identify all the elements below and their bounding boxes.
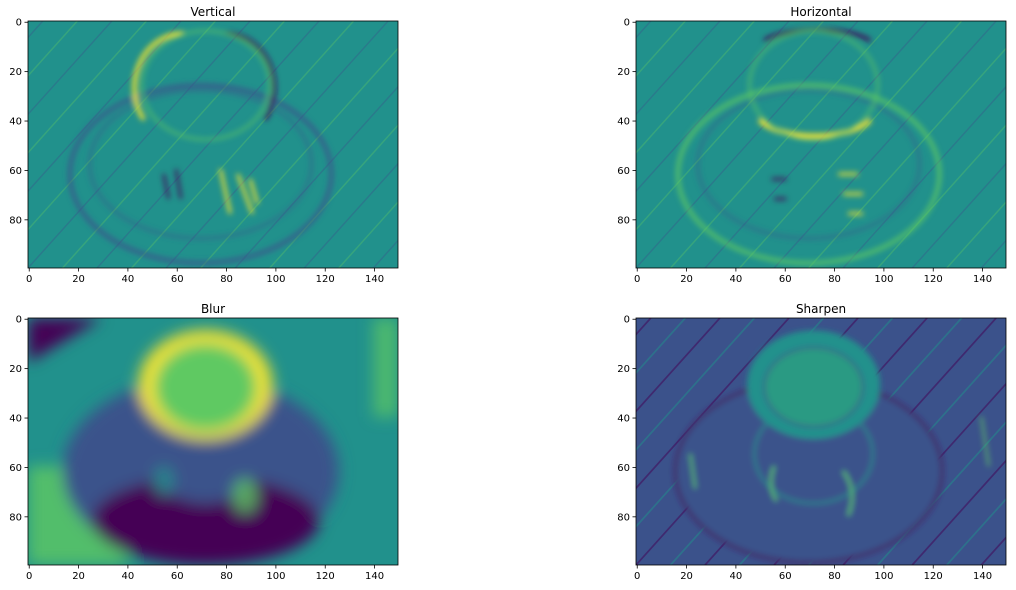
y-tick-label: 80: [617, 215, 630, 226]
x-tick-label: 0: [634, 571, 640, 582]
y-tick-label: 0: [624, 18, 630, 29]
panel-blur: Blur 0 20 40 60 80 100 120 140 0 20 40 60 80: [9, 302, 399, 582]
filtered-image: [636, 21, 1006, 268]
x-tick-label: 100: [266, 274, 285, 285]
axes-frame: [27, 317, 399, 566]
x-tick-label: 0: [634, 274, 640, 285]
axes-frame: [635, 317, 1007, 566]
cup-rim-edge-bright: [132, 31, 184, 121]
y-tick-label: 20: [9, 67, 22, 78]
x-tick-label: 80: [828, 571, 841, 582]
image-background: [28, 21, 398, 268]
x-tick-label: 140: [365, 571, 384, 582]
cup-interior: [153, 342, 258, 432]
x-tick-label: 40: [730, 571, 743, 582]
x-tick-label: 20: [680, 571, 693, 582]
x-tick-label: 120: [924, 571, 943, 582]
x-tick-label: 120: [924, 274, 943, 285]
handle-edge: [838, 172, 863, 216]
x-tick-label: 20: [680, 274, 693, 285]
panel-sharpen: Sharpen 0 20 40 60 80 100 120 140 0 20 40 60 80: [617, 302, 1007, 582]
y-tick-label: 40: [617, 117, 630, 128]
filtered-image: [28, 21, 398, 268]
y-tick-label: 40: [9, 117, 22, 128]
x-tick-label: 40: [122, 571, 135, 582]
x-tick-label: 140: [365, 274, 384, 285]
y-tick-label: 80: [9, 512, 22, 523]
x-tick-label: 40: [730, 274, 743, 285]
x-tick-label: 60: [779, 571, 792, 582]
y-tick-label: 20: [9, 364, 22, 375]
y-tick-label: 60: [617, 166, 630, 177]
wood-grain-texture: [636, 21, 1006, 268]
x-tick-label: 60: [171, 571, 184, 582]
x-tick-label: 120: [316, 571, 335, 582]
y-tick-label: 80: [9, 215, 22, 226]
panel-horizontal: Horizontal 0 20 40 60 80 100 120 140 0 20 40 60 80: [617, 5, 1007, 285]
y-tick-label: 0: [16, 315, 22, 326]
y-tick-label: 60: [617, 463, 630, 474]
cup-rim-edge-bright: [757, 118, 872, 139]
cup-rim-edge-dark: [763, 28, 872, 43]
y-tick-label: 20: [617, 67, 630, 78]
panel-title: Sharpen: [796, 302, 846, 316]
cup-interior: [763, 346, 864, 428]
cup-rim-edge-dark: [225, 31, 277, 121]
x-tick-label: 20: [72, 274, 85, 285]
y-tick-label: 80: [617, 512, 630, 523]
filtered-image: [636, 318, 1006, 565]
x-tick-label: 0: [26, 274, 32, 285]
x-tick-label: 80: [828, 274, 841, 285]
y-tick-label: 20: [617, 364, 630, 375]
y-tick-label: 0: [16, 18, 22, 29]
x-tick-label: 60: [171, 274, 184, 285]
axes-frame: [27, 20, 399, 269]
x-tick-label: 100: [874, 571, 893, 582]
saucer-edge: [676, 83, 942, 265]
x-tick-label: 40: [122, 274, 135, 285]
x-tick-label: 0: [26, 571, 32, 582]
saucer-shadow: [92, 476, 320, 565]
x-tick-label: 80: [220, 571, 233, 582]
image-background: [636, 21, 1006, 268]
handle-edge: [218, 168, 259, 215]
y-tick-label: 40: [617, 414, 630, 425]
y-tick-label: 40: [9, 414, 22, 425]
x-tick-label: 120: [316, 274, 335, 285]
y-tick-label: 60: [9, 166, 22, 177]
x-tick-label: 20: [72, 571, 85, 582]
x-tick-label: 60: [779, 274, 792, 285]
x-tick-label: 100: [874, 274, 893, 285]
x-tick-label: 140: [973, 274, 992, 285]
panel-vertical: Vertical 0 20 40 60 80 100 120 140 0 20 40 60 80: [9, 5, 399, 285]
cup-handle: [769, 465, 854, 517]
filtered-image: [28, 318, 398, 565]
panel-title: Blur: [201, 302, 225, 316]
y-tick-label: 0: [624, 315, 630, 326]
y-tick-label: 60: [9, 463, 22, 474]
x-tick-label: 80: [220, 274, 233, 285]
saucer-edge: [68, 83, 334, 265]
axes-frame: [635, 20, 1007, 269]
x-tick-label: 140: [973, 571, 992, 582]
cup-handle: [232, 478, 258, 514]
dark-corner: [28, 318, 102, 363]
panel-title: Horizontal: [790, 5, 851, 19]
x-tick-label: 100: [266, 571, 285, 582]
panel-title: Vertical: [191, 5, 236, 19]
